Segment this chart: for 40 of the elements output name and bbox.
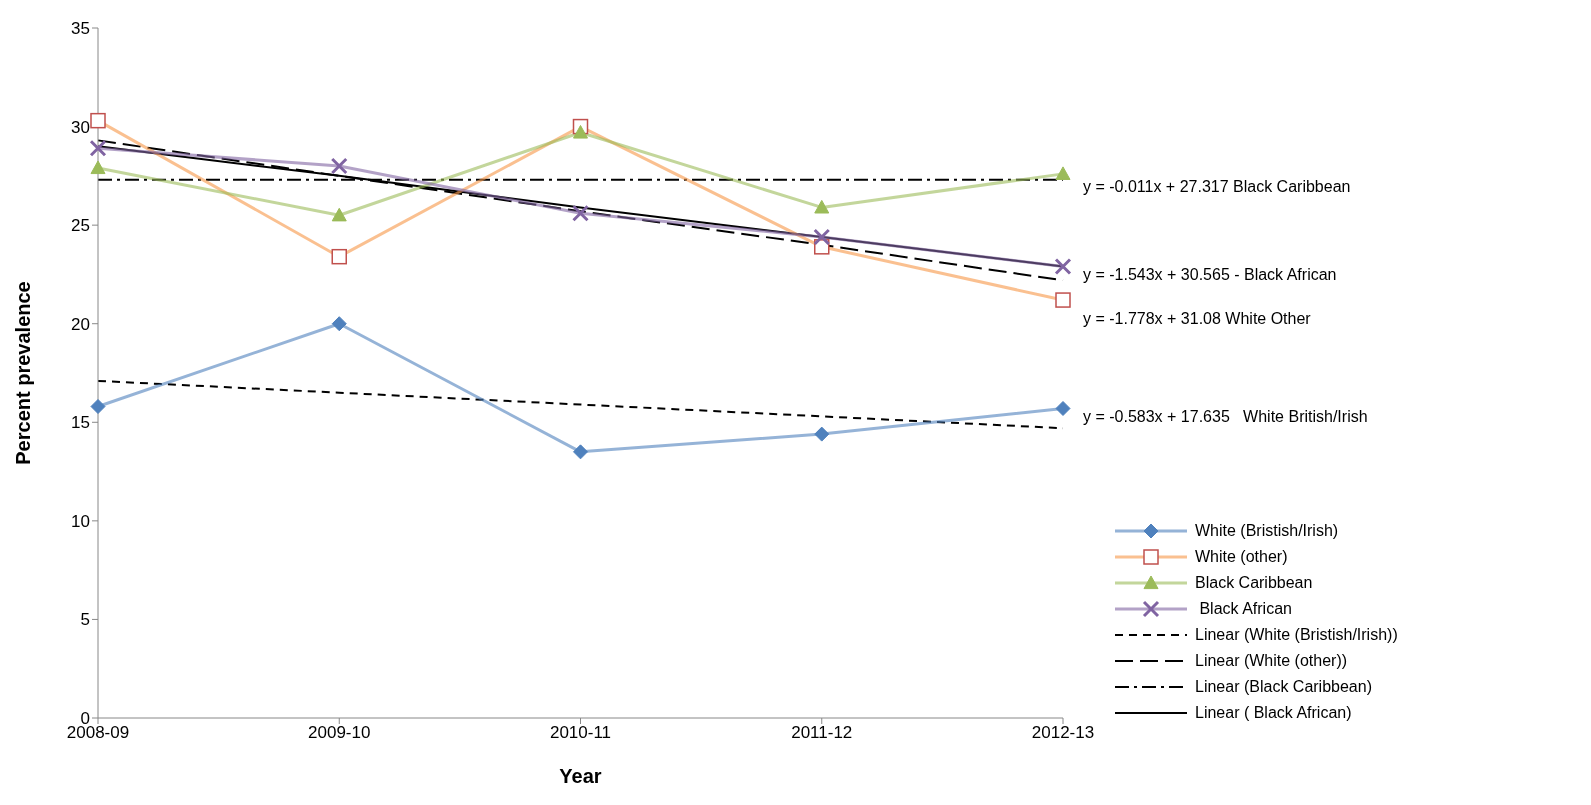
y-tick-label: 25 [71,216,90,236]
point [1054,258,1072,276]
y-tick-label: 30 [71,117,90,137]
legend-label: Linear (White (other)) [1195,652,1348,670]
text: y = -1.778x + 31.08 White Other [1083,310,1311,328]
point [89,139,107,157]
point [1055,166,1071,180]
y-tick-label: 35 [71,19,90,39]
x-tick-label: 2010-11 [549,723,612,743]
text: y = -0.583x + 17.635 White British/Irish [1083,408,1368,426]
legend-label: Linear (Black Caribbean) [1195,678,1372,696]
y-tick-label: 15 [71,413,90,433]
y-tick-label: 5 [80,610,90,630]
point [1055,400,1071,416]
x-tick-label: 2012-13 [1031,723,1095,743]
x-tick-label: 2011-12 [791,723,853,743]
point [813,228,831,246]
legend-label: Linear ( Black African) [1195,704,1352,722]
text: y = -0.011x + 27.317 Black Caribbean [1083,178,1351,196]
x-tick-label: 2009-10 [308,723,371,743]
point [90,399,106,415]
point [572,204,589,222]
x-axis-title: Year [559,765,602,787]
point [331,207,347,222]
point [90,160,106,175]
point [814,426,830,442]
legend-label: White (Bristish/Irish) [1195,522,1339,540]
point [331,316,347,332]
y-axis-title: Percent prevalence [12,281,35,465]
legend-label: Black African [1198,600,1292,618]
y-tick-label: 10 [71,511,90,531]
y-tick-label: 20 [71,314,90,334]
point [814,199,830,214]
legend-label: Black Caribbean [1195,574,1313,592]
point [573,124,588,139]
legend-label: Linear (White (Bristish/Irish)) [1195,626,1398,644]
point [573,444,588,460]
legend-label: White (other) [1195,548,1288,566]
text: y = -1.543x + 30.565 - Black African [1083,266,1337,284]
point [330,157,348,175]
